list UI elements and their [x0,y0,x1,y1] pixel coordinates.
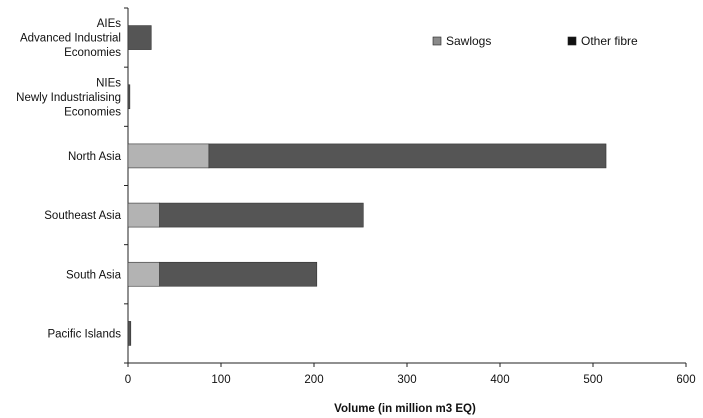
bar-segment-sawlogs [127,143,210,169]
bars [127,25,607,346]
category-label-line: Economies [64,47,121,59]
x-tick-label: 100 [211,374,230,386]
category-label-line: AIEs [97,18,122,30]
axes [124,7,687,367]
legend-label: Sawlogs [446,34,491,48]
bar-segment-other-fibre [208,143,607,169]
category-label-line: Pacific Islands [47,328,121,340]
x-tick-label: 0 [125,374,131,386]
x-tick-label: 200 [304,374,323,386]
category-label: North Asia [68,151,122,163]
x-axis-title: Volume (in million m3 EQ) [334,403,476,415]
category-label: AIEs Advanced Industrial Economies [20,18,121,59]
category-label-line: NIEs [96,77,121,89]
bar-segment-other-fibre [159,261,318,287]
x-tick-label: 400 [490,374,509,386]
bar-segment-other-fibre [127,321,132,346]
x-tick-label: 500 [583,374,602,386]
bar-segment-other-fibre [127,84,131,110]
category-label: South Asia [66,269,122,281]
category-label-line: Economies [64,106,121,118]
legend-label: Other fibre [581,34,638,48]
category-label: Pacific Islands [47,328,121,340]
bar-segment-sawlogs [127,202,160,228]
category-label-line: South Asia [66,269,122,281]
category-label: Southeast Asia [44,210,121,222]
category-label-line: North Asia [68,151,122,163]
category-labels: AIEs Advanced Industrial Economies NIEs Newl… [16,18,121,340]
category-label-line: Advanced Industrial [20,33,121,45]
bar-segment-sawlogs [127,261,160,287]
x-tick-label: 600 [676,374,695,386]
legend-swatch [432,36,442,46]
category-label: NIEs Newly Industrialising Economies [16,77,121,118]
legend-swatch [567,36,577,46]
x-tick-labels: 0 100 200 300 400 500 600 [125,374,696,386]
bar-segment-other-fibre [159,202,364,228]
legend: Sawlogs Other fibre [432,34,638,48]
bar-segment-other-fibre [127,25,152,50]
x-tick-label: 300 [397,374,416,386]
category-label-line: Southeast Asia [44,210,121,222]
category-label-line: Newly Industrialising [16,92,121,104]
